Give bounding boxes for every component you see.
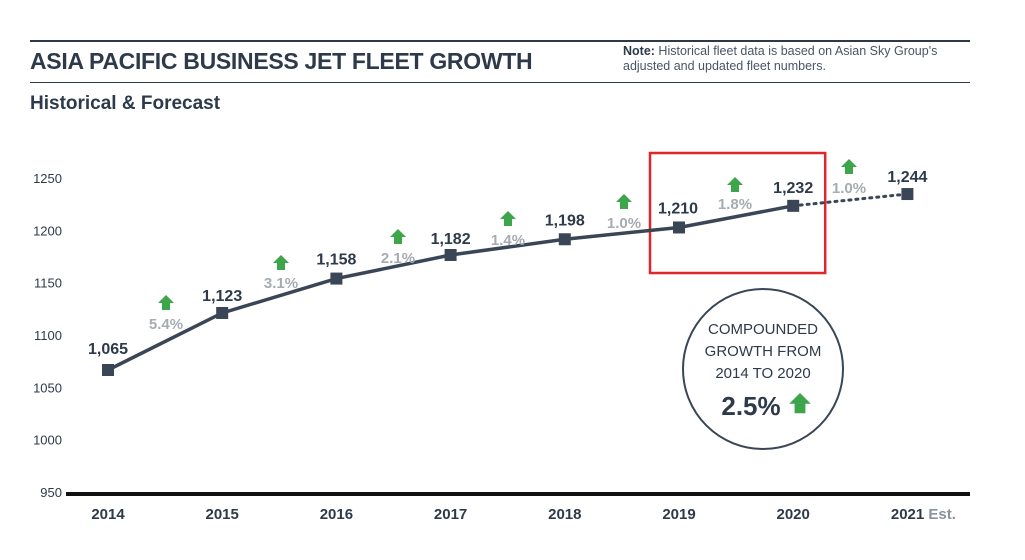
data-value-label: 1,210 xyxy=(658,200,698,217)
x-tick-label: 2016 xyxy=(320,506,353,523)
x-tick-label: 2014 xyxy=(91,506,125,523)
growth-rate-label: 1.8% xyxy=(718,196,752,213)
data-value-label: 1,232 xyxy=(773,180,813,197)
data-point-marker xyxy=(558,233,571,246)
growth-arrow-up-icon xyxy=(841,159,857,174)
top-rule xyxy=(30,40,970,42)
chart-subtitle: Historical & Forecast xyxy=(30,93,221,114)
note-text: Historical fleet data is based on Asian … xyxy=(623,44,938,73)
growth-arrow-up-icon xyxy=(616,194,632,209)
x-tick-label: 2020 xyxy=(777,506,810,523)
x-tick-label: 2015 xyxy=(206,506,239,523)
y-tick-label: 950 xyxy=(40,485,62,500)
growth-rate-label: 3.1% xyxy=(264,275,298,292)
note: Note: Historical fleet data is based on … xyxy=(623,44,983,74)
growth-arrow-up-icon xyxy=(390,229,406,244)
data-point-marker xyxy=(216,306,229,319)
x-tick-label: 2017 xyxy=(434,506,467,523)
y-tick-label: 1050 xyxy=(33,380,62,395)
cagr-caption: COMPOUNDED xyxy=(708,321,818,338)
y-tick-label: 1250 xyxy=(33,171,62,186)
data-value-label: 1,065 xyxy=(88,341,128,358)
data-point-marker xyxy=(673,221,685,234)
data-point-marker xyxy=(330,272,343,285)
growth-rate-label: 2.1% xyxy=(381,250,415,267)
forecast-line xyxy=(791,192,909,208)
growth-arrow-up-icon xyxy=(727,177,743,192)
data-value-label: 1,123 xyxy=(202,288,242,305)
growth-arrow-up-icon xyxy=(500,211,516,226)
data-value-label: 1,158 xyxy=(316,252,356,269)
data-point-marker xyxy=(102,364,114,376)
note-label: Note: xyxy=(623,44,655,58)
cagr-caption: 2014 TO 2020 xyxy=(715,365,810,382)
growth-rate-label: 1.0% xyxy=(607,215,641,232)
growth-rate-label: 5.4% xyxy=(149,316,183,333)
data-value-label: 1,198 xyxy=(545,212,585,229)
data-value-label: 1,244 xyxy=(887,169,927,186)
data-value-label: 1,182 xyxy=(431,231,471,248)
x-tick-label: 2018 xyxy=(548,506,581,523)
y-tick-label: 1150 xyxy=(34,276,62,291)
data-point-marker xyxy=(787,199,800,212)
title-rule xyxy=(30,82,970,83)
growth-arrow-up-icon xyxy=(273,255,289,270)
x-tick-label: 2019 xyxy=(662,506,695,523)
growth-rate-label: 1.0% xyxy=(832,180,866,197)
y-tick-label: 1000 xyxy=(33,433,62,448)
cagr-caption: GROWTH FROM xyxy=(705,343,822,360)
data-point-marker xyxy=(444,248,457,261)
data-point-marker xyxy=(901,188,914,201)
chart-title: ASIA PACIFIC BUSINESS JET FLEET GROWTH xyxy=(30,48,533,74)
cagr-arrow-up-icon xyxy=(789,393,811,414)
y-tick-label: 1200 xyxy=(33,223,62,238)
growth-arrow-up-icon xyxy=(158,295,174,310)
highlight-box xyxy=(648,151,827,275)
x-tick-label: 2021 Est. xyxy=(891,506,956,523)
cagr-value: 2.5% xyxy=(721,391,780,421)
growth-rate-label: 1.4% xyxy=(491,232,525,249)
y-tick-label: 1100 xyxy=(34,328,62,343)
